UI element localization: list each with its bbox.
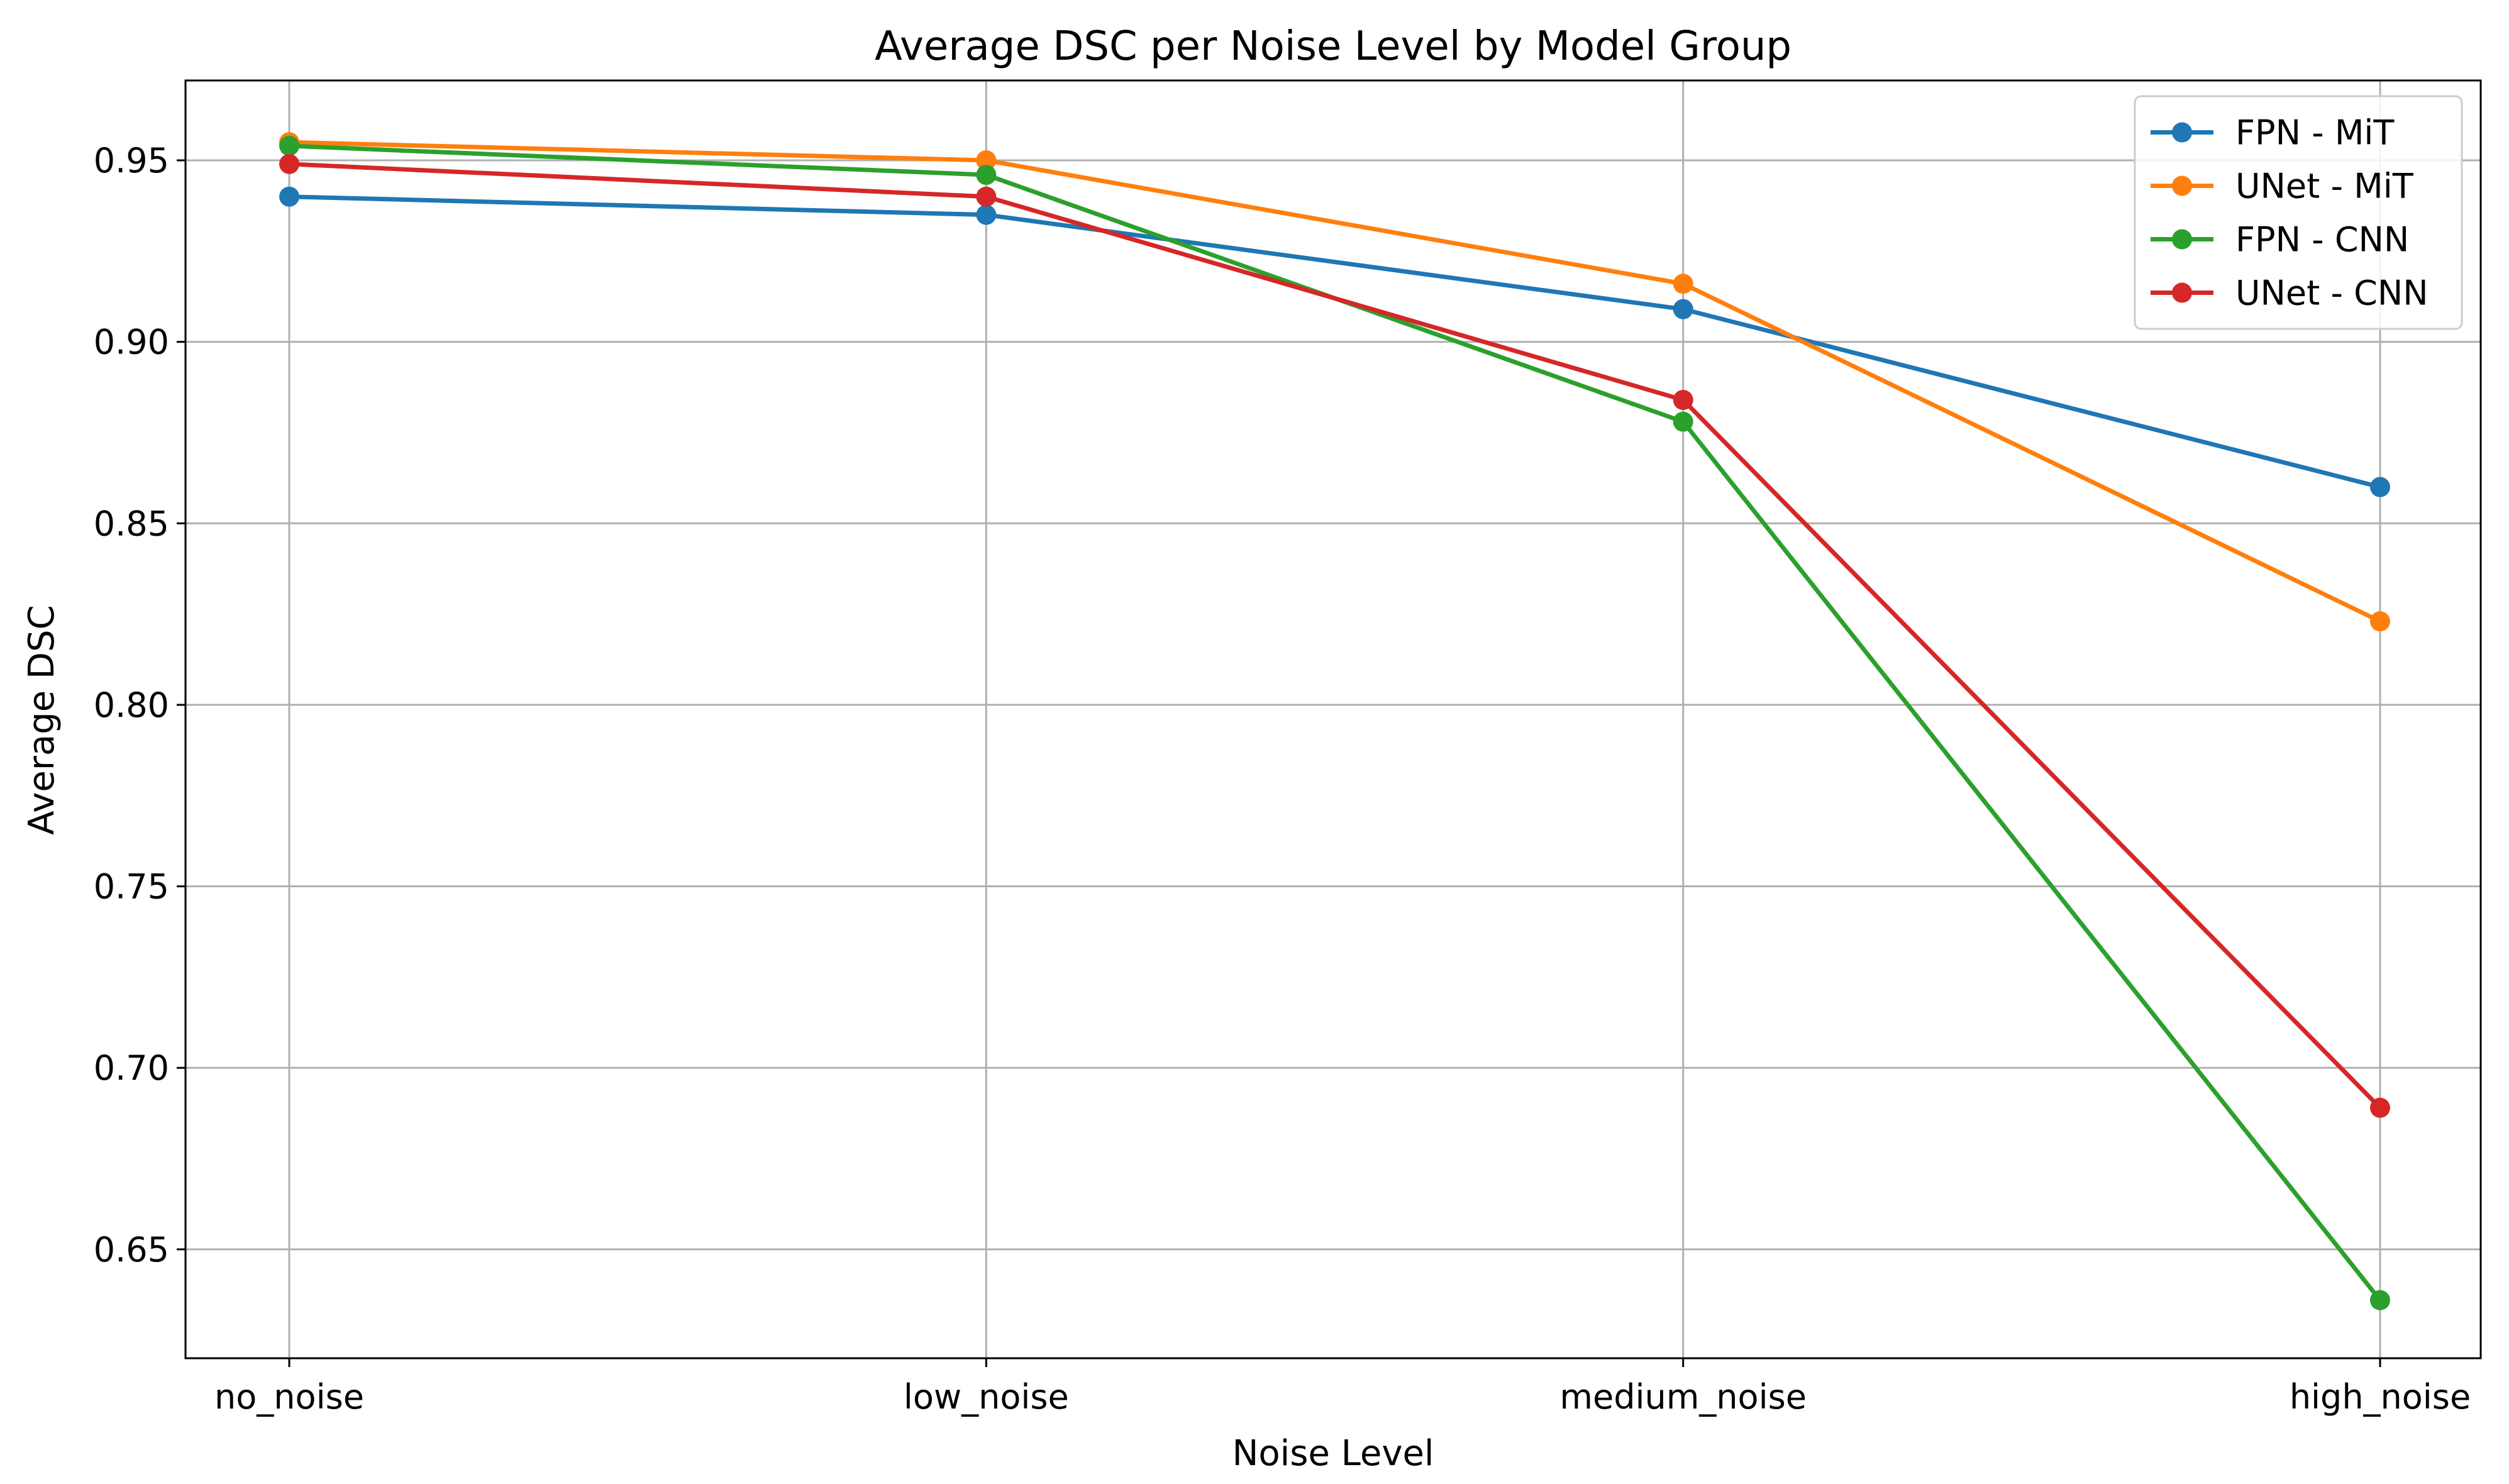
- y-tick-label: 0.80: [94, 685, 169, 725]
- data-point-fpn-cnn: [976, 165, 997, 186]
- data-point-unet-cnn: [279, 153, 299, 174]
- series-layer: [279, 132, 2390, 1310]
- y-tick-label: 0.75: [94, 867, 169, 907]
- data-point-fpn-mit: [1673, 299, 1693, 319]
- legend-label-unet-mit: UNet - MiT: [2235, 167, 2414, 206]
- legend-marker-fpn-mit: [2172, 122, 2192, 143]
- legend-label-unet-cnn: UNet - CNN: [2235, 274, 2429, 313]
- legend: FPN - MiT UNet - MiT FPN - CNN UNet - CNN: [2134, 95, 2463, 330]
- data-point-fpn-mit: [2370, 477, 2390, 497]
- legend-box: [2134, 95, 2463, 330]
- chart-title: Average DSC per Noise Level by Model Gro…: [875, 23, 1792, 70]
- data-point-fpn-cnn: [1673, 411, 1693, 432]
- x-tick-label: medium_noise: [1559, 1377, 1807, 1417]
- data-point-unet-mit: [2370, 611, 2390, 632]
- y-tick-label: 0.65: [94, 1230, 169, 1270]
- y-tick-label: 0.90: [94, 323, 169, 362]
- data-point-fpn-cnn: [2370, 1290, 2390, 1310]
- y-tick-label: 0.85: [94, 504, 169, 543]
- x-tick-label: low_noise: [904, 1377, 1069, 1417]
- series-line-unet-cnn: [287, 162, 2383, 1110]
- x-tick-label: high_noise: [2290, 1377, 2471, 1417]
- data-point-fpn-cnn: [279, 135, 299, 156]
- series-line-unet-mit: [287, 140, 2383, 624]
- legend-marker-unet-cnn: [2172, 282, 2192, 303]
- x-axis-label: Noise Level: [1232, 1433, 1434, 1474]
- legend-marker-unet-mit: [2172, 175, 2192, 196]
- y-axis-label: Average DSC: [21, 605, 62, 835]
- plot-frame: [184, 79, 2482, 1359]
- ticks-layer: 0.65 0.70 0.75 0.80 0.85 0.90 0.95 no_noise low_…: [94, 141, 2471, 1417]
- series-line-fpn-mit: [287, 194, 2383, 490]
- data-point-unet-mit: [976, 150, 997, 170]
- data-point-unet-cnn: [976, 186, 997, 207]
- y-tick-label: 0.70: [94, 1048, 169, 1088]
- data-point-fpn-mit: [279, 186, 299, 207]
- x-tick-label: no_noise: [214, 1377, 364, 1417]
- y-tick-label: 0.95: [94, 141, 169, 180]
- data-point-unet-mit: [1673, 274, 1693, 294]
- data-point-unet-cnn: [1673, 390, 1693, 410]
- legend-marker-fpn-cnn: [2172, 229, 2192, 250]
- data-point-unet-cnn: [2370, 1097, 2390, 1118]
- data-point-fpn-mit: [976, 204, 997, 225]
- legend-label-fpn-cnn: FPN - CNN: [2235, 220, 2409, 260]
- legend-label-fpn-mit: FPN - MiT: [2235, 113, 2395, 153]
